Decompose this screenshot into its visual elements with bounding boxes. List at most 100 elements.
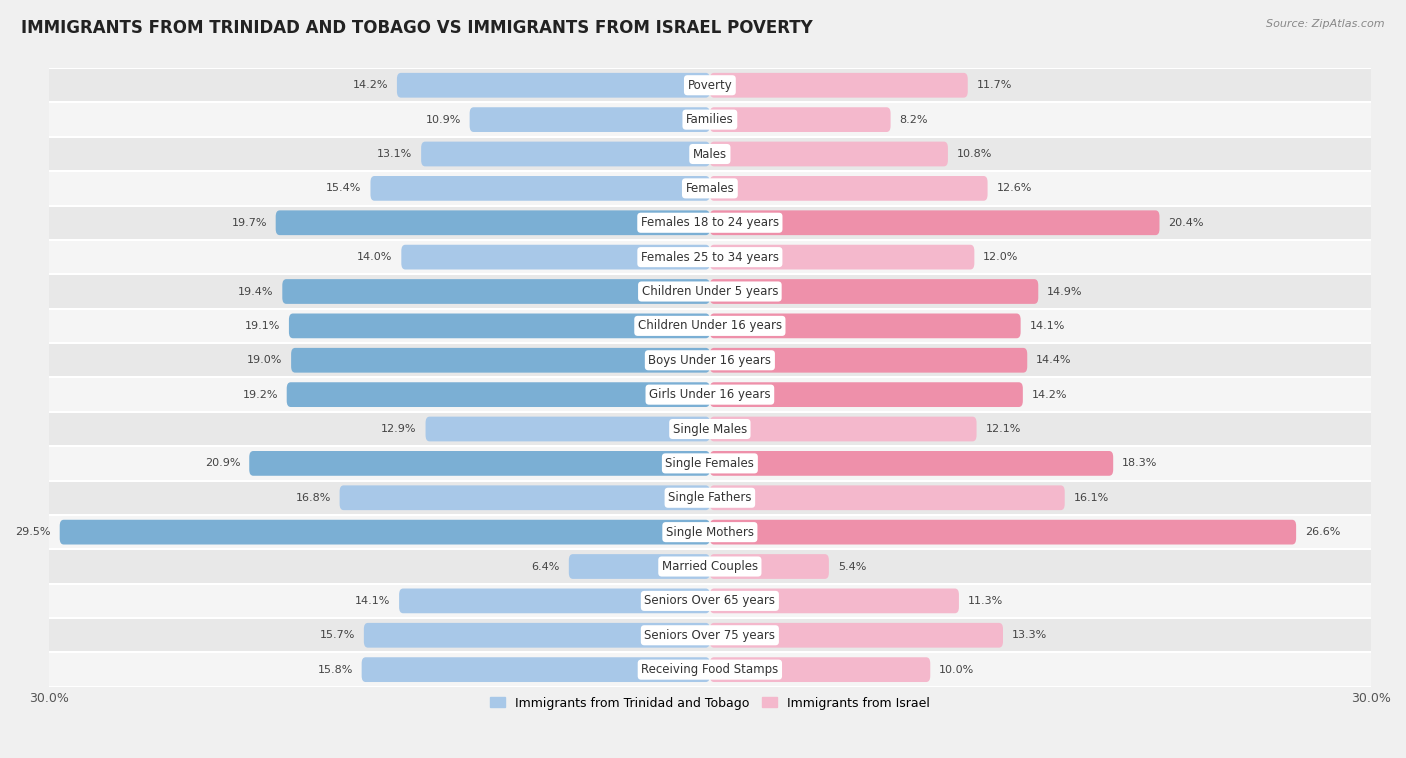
FancyBboxPatch shape xyxy=(422,142,710,166)
FancyBboxPatch shape xyxy=(710,348,1028,373)
Text: Females 25 to 34 years: Females 25 to 34 years xyxy=(641,251,779,264)
Text: 10.0%: 10.0% xyxy=(939,665,974,675)
Bar xyxy=(49,515,1371,550)
Text: 13.3%: 13.3% xyxy=(1012,630,1047,641)
FancyBboxPatch shape xyxy=(710,245,974,270)
Text: Males: Males xyxy=(693,148,727,161)
Text: 19.0%: 19.0% xyxy=(247,356,283,365)
FancyBboxPatch shape xyxy=(291,348,710,373)
Text: 12.6%: 12.6% xyxy=(997,183,1032,193)
Text: 19.2%: 19.2% xyxy=(242,390,278,399)
Text: 12.9%: 12.9% xyxy=(381,424,416,434)
FancyBboxPatch shape xyxy=(710,176,987,201)
Text: 14.9%: 14.9% xyxy=(1047,287,1083,296)
FancyBboxPatch shape xyxy=(276,211,710,235)
Text: Females 18 to 24 years: Females 18 to 24 years xyxy=(641,216,779,229)
Text: Seniors Over 65 years: Seniors Over 65 years xyxy=(644,594,775,607)
Bar xyxy=(49,412,1371,446)
Bar xyxy=(49,584,1371,618)
Text: 5.4%: 5.4% xyxy=(838,562,866,572)
FancyBboxPatch shape xyxy=(364,623,710,647)
Text: 14.1%: 14.1% xyxy=(1029,321,1064,331)
Text: 14.2%: 14.2% xyxy=(353,80,388,90)
Text: 14.0%: 14.0% xyxy=(357,252,392,262)
Bar xyxy=(49,171,1371,205)
Legend: Immigrants from Trinidad and Tobago, Immigrants from Israel: Immigrants from Trinidad and Tobago, Imm… xyxy=(485,691,935,715)
Text: Single Females: Single Females xyxy=(665,457,754,470)
FancyBboxPatch shape xyxy=(249,451,710,476)
Bar xyxy=(49,343,1371,377)
FancyBboxPatch shape xyxy=(470,107,710,132)
Bar xyxy=(49,550,1371,584)
FancyBboxPatch shape xyxy=(710,485,1064,510)
Text: 10.8%: 10.8% xyxy=(956,149,993,159)
Text: Children Under 16 years: Children Under 16 years xyxy=(638,319,782,332)
Text: 15.4%: 15.4% xyxy=(326,183,361,193)
FancyBboxPatch shape xyxy=(710,314,1021,338)
Text: 15.7%: 15.7% xyxy=(319,630,356,641)
FancyBboxPatch shape xyxy=(710,73,967,98)
Text: 11.7%: 11.7% xyxy=(977,80,1012,90)
Text: 13.1%: 13.1% xyxy=(377,149,412,159)
Text: 11.3%: 11.3% xyxy=(967,596,1002,606)
FancyBboxPatch shape xyxy=(59,520,710,544)
FancyBboxPatch shape xyxy=(361,657,710,682)
FancyBboxPatch shape xyxy=(283,279,710,304)
FancyBboxPatch shape xyxy=(710,588,959,613)
Text: Single Mothers: Single Mothers xyxy=(666,525,754,539)
FancyBboxPatch shape xyxy=(401,245,710,270)
Text: 29.5%: 29.5% xyxy=(15,527,51,537)
Text: 19.4%: 19.4% xyxy=(238,287,274,296)
FancyBboxPatch shape xyxy=(710,142,948,166)
Text: Boys Under 16 years: Boys Under 16 years xyxy=(648,354,772,367)
FancyBboxPatch shape xyxy=(710,107,890,132)
Text: 6.4%: 6.4% xyxy=(531,562,560,572)
FancyBboxPatch shape xyxy=(396,73,710,98)
FancyBboxPatch shape xyxy=(710,451,1114,476)
Text: 16.8%: 16.8% xyxy=(295,493,330,503)
Text: Girls Under 16 years: Girls Under 16 years xyxy=(650,388,770,401)
FancyBboxPatch shape xyxy=(426,417,710,441)
Text: 14.2%: 14.2% xyxy=(1032,390,1067,399)
Bar xyxy=(49,446,1371,481)
FancyBboxPatch shape xyxy=(710,657,931,682)
Text: 10.9%: 10.9% xyxy=(426,114,461,124)
Text: 18.3%: 18.3% xyxy=(1122,459,1157,468)
Bar xyxy=(49,618,1371,653)
Bar xyxy=(49,309,1371,343)
Bar xyxy=(49,653,1371,687)
Text: Single Fathers: Single Fathers xyxy=(668,491,752,504)
Text: 15.8%: 15.8% xyxy=(318,665,353,675)
Bar xyxy=(49,481,1371,515)
Text: Married Couples: Married Couples xyxy=(662,560,758,573)
FancyBboxPatch shape xyxy=(710,382,1022,407)
FancyBboxPatch shape xyxy=(710,623,1002,647)
Bar xyxy=(49,274,1371,309)
Text: 8.2%: 8.2% xyxy=(900,114,928,124)
Text: 12.1%: 12.1% xyxy=(986,424,1021,434)
FancyBboxPatch shape xyxy=(710,554,830,579)
FancyBboxPatch shape xyxy=(399,588,710,613)
Text: 12.0%: 12.0% xyxy=(983,252,1018,262)
Bar xyxy=(49,205,1371,240)
FancyBboxPatch shape xyxy=(710,417,977,441)
Text: 16.1%: 16.1% xyxy=(1074,493,1109,503)
FancyBboxPatch shape xyxy=(569,554,710,579)
Text: 19.1%: 19.1% xyxy=(245,321,280,331)
Text: 14.4%: 14.4% xyxy=(1036,356,1071,365)
FancyBboxPatch shape xyxy=(288,314,710,338)
FancyBboxPatch shape xyxy=(710,520,1296,544)
Text: IMMIGRANTS FROM TRINIDAD AND TOBAGO VS IMMIGRANTS FROM ISRAEL POVERTY: IMMIGRANTS FROM TRINIDAD AND TOBAGO VS I… xyxy=(21,19,813,37)
Text: 20.4%: 20.4% xyxy=(1168,218,1204,227)
Bar xyxy=(49,240,1371,274)
Text: Source: ZipAtlas.com: Source: ZipAtlas.com xyxy=(1267,19,1385,29)
Text: Single Males: Single Males xyxy=(672,422,747,436)
FancyBboxPatch shape xyxy=(287,382,710,407)
Text: Receiving Food Stamps: Receiving Food Stamps xyxy=(641,663,779,676)
Text: 26.6%: 26.6% xyxy=(1305,527,1340,537)
Bar xyxy=(49,377,1371,412)
Bar xyxy=(49,136,1371,171)
FancyBboxPatch shape xyxy=(370,176,710,201)
Text: Families: Families xyxy=(686,113,734,126)
Text: Seniors Over 75 years: Seniors Over 75 years xyxy=(644,629,775,642)
